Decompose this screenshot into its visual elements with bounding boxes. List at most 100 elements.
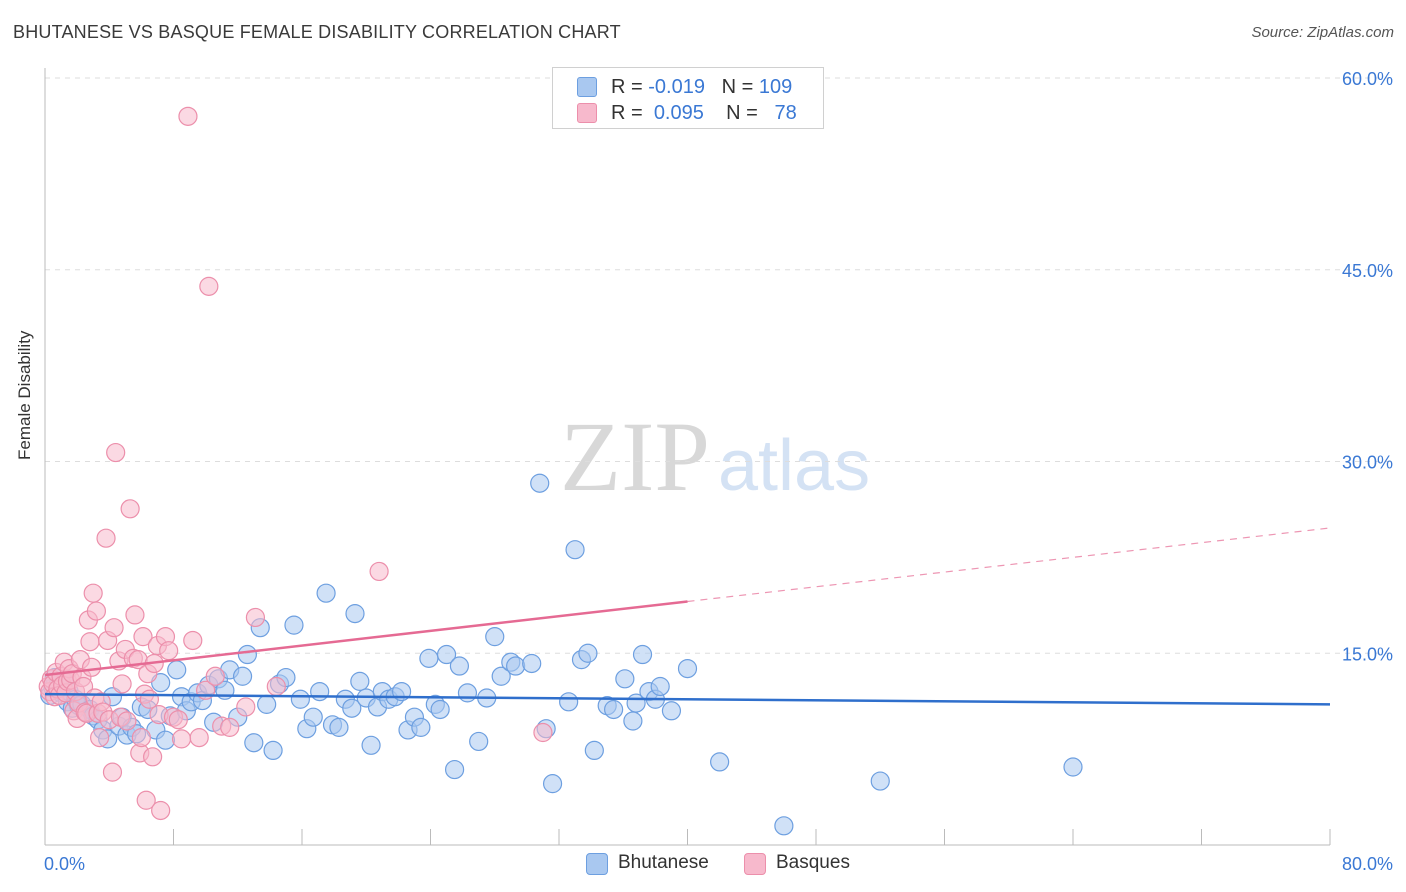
bhutanese-legend-label: Bhutanese [618, 852, 709, 873]
bhutanese-point [436, 644, 457, 665]
bhutanese-point [661, 701, 682, 721]
basques-legend-swatch [744, 853, 766, 875]
bhutanese-point [469, 731, 489, 752]
basques-point [220, 717, 240, 737]
axes [44, 68, 1331, 846]
bhutanese-points [40, 473, 1083, 836]
bhutanese-point [604, 699, 624, 720]
x-tick-label: 0.0% [44, 854, 85, 874]
basques-point [102, 762, 123, 782]
bhutanese-point [615, 669, 635, 689]
basques-point [136, 790, 156, 810]
basques-point [139, 689, 160, 709]
bhutanese-trend-line-solid [44, 692, 1331, 706]
bhutanese-point [559, 692, 579, 712]
bhutanese-point [419, 648, 439, 668]
r-label: R = [611, 76, 643, 98]
bhutanese-point [530, 473, 550, 493]
basques-point [168, 710, 188, 730]
basques-point [183, 630, 203, 651]
basques-point [112, 674, 132, 694]
bhutanese-swatch [577, 77, 597, 97]
bhutanese-point [257, 694, 277, 714]
bhutanese-point [303, 707, 323, 727]
basques-point [189, 728, 209, 748]
basques-swatch [577, 103, 597, 123]
y-tick-label: 45.0% [1342, 261, 1393, 281]
bhutanese-point [449, 656, 470, 676]
bhutanese-point [542, 774, 563, 794]
bhutanese-point [870, 771, 890, 791]
r-value: 0.095 [653, 102, 704, 124]
basques-point [81, 657, 102, 677]
bhutanese-point [565, 540, 585, 560]
bhutanese-point [444, 759, 465, 780]
watermark-atlas: atlas [718, 426, 870, 506]
n-value: 78 [774, 102, 797, 124]
basques-point [104, 618, 124, 638]
basques-point [106, 442, 126, 463]
basques-point [533, 722, 553, 743]
bhutanese-point [345, 604, 365, 624]
bhutanese-point [342, 698, 362, 718]
bhutanese-point [232, 666, 253, 686]
watermark-zip: ZIP [560, 401, 710, 512]
y-tick-label: 30.0% [1342, 453, 1393, 473]
basques-point [125, 605, 145, 625]
bhutanese-point [290, 689, 310, 709]
basques-point [86, 601, 107, 621]
basques-point [178, 106, 198, 126]
basques-point [96, 528, 116, 548]
basques-trend-line-solid [44, 600, 688, 677]
r-value: -0.019 [648, 76, 705, 98]
tick-labels: 15.0% 30.0% 45.0% 60.0% 0.0% 80.0% [44, 69, 1393, 874]
y-tick-label: 60.0% [1342, 69, 1393, 89]
basques-point [133, 627, 153, 647]
bhutanese-point [650, 676, 670, 697]
basques-point [159, 641, 179, 661]
bhutanese-point [244, 733, 264, 753]
basques-point [245, 607, 266, 628]
y-tick-label: 15.0% [1342, 644, 1393, 664]
basques-point [120, 499, 140, 519]
basques-point [80, 632, 100, 652]
basques-point [205, 666, 225, 686]
correlation-legend: R = -0.019 N = 109 R = 0.095 N = 78 [552, 67, 824, 129]
basques-point [117, 711, 137, 731]
bhutanese-point [155, 730, 176, 750]
bhutanese-point [263, 740, 283, 761]
bhutanese-point [485, 627, 505, 647]
bhutanese-point [310, 681, 330, 702]
n-value: 109 [758, 76, 793, 98]
basques-point [131, 728, 151, 748]
n-label: N = [721, 76, 754, 98]
bhutanese-point [167, 660, 187, 680]
bhutanese-point [774, 816, 794, 836]
bhutanese-point [710, 752, 730, 772]
bhutanese-point [457, 683, 478, 703]
chart-title: BHUTANESE VS BASQUE FEMALE DISABILITY CO… [13, 22, 621, 42]
bhutanese-point [632, 644, 653, 665]
bhutanese-point [491, 666, 511, 686]
bhutanese-point [316, 583, 336, 603]
source-label: Source: ZipAtlas.com [1251, 24, 1394, 41]
bhutanese-point [623, 711, 643, 731]
n-label: N = [726, 102, 758, 124]
bhutanese-point [1063, 757, 1083, 777]
basques-point [83, 583, 103, 603]
basques-point [143, 747, 163, 767]
bhutanese-point [361, 735, 381, 755]
bhutanese-point [350, 671, 370, 691]
bhutanese-point [237, 644, 257, 665]
r-label: R = [611, 102, 643, 124]
x-tick-label: 80.0% [1342, 854, 1393, 874]
basques-point [151, 800, 171, 821]
bhutanese-point [411, 717, 431, 737]
bhutanese-point [578, 643, 598, 663]
basques-point [236, 697, 256, 717]
bhutanese-legend-swatch [586, 853, 608, 875]
basques-point [266, 676, 286, 697]
basques-legend-label: Basques [776, 852, 850, 873]
basques-point [199, 276, 219, 296]
